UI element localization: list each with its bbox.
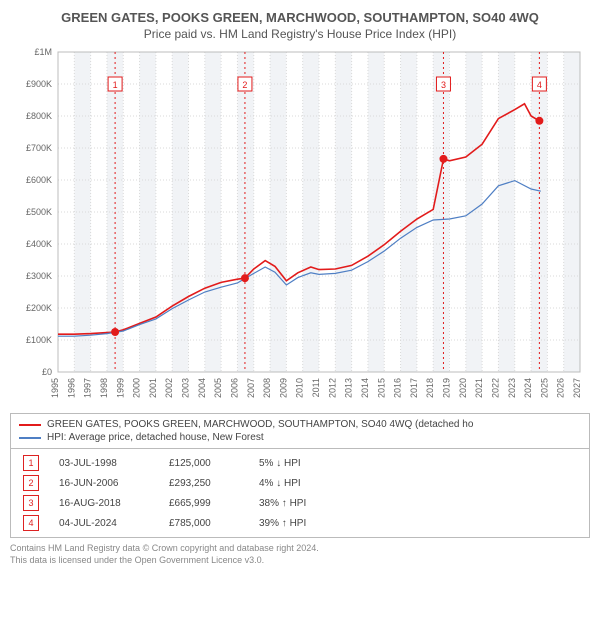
transaction-date: 16-JUN-2006 <box>59 478 149 489</box>
svg-text:2002: 2002 <box>164 378 174 398</box>
transaction-hpi: 5% ↓ HPI <box>259 458 349 469</box>
transaction-badge: 3 <box>23 495 39 511</box>
chart-title: GREEN GATES, POOKS GREEN, MARCHWOOD, SOU… <box>10 10 590 25</box>
svg-text:2027: 2027 <box>572 378 582 398</box>
transaction-date: 03-JUL-1998 <box>59 458 149 469</box>
transaction-hpi: 4% ↓ HPI <box>259 478 349 489</box>
transaction-badge: 2 <box>23 475 39 491</box>
svg-text:2020: 2020 <box>458 378 468 398</box>
svg-text:2005: 2005 <box>213 378 223 398</box>
svg-text:£800K: £800K <box>26 111 52 121</box>
svg-text:2026: 2026 <box>556 378 566 398</box>
transaction-price: £665,999 <box>169 498 239 509</box>
svg-text:1995: 1995 <box>50 378 60 398</box>
svg-text:2: 2 <box>242 80 247 90</box>
svg-text:4: 4 <box>537 80 542 90</box>
svg-text:2013: 2013 <box>344 378 354 398</box>
svg-text:2006: 2006 <box>229 378 239 398</box>
transaction-badge: 4 <box>23 515 39 531</box>
transaction-hpi: 38% ↑ HPI <box>259 498 349 509</box>
svg-text:2016: 2016 <box>393 378 403 398</box>
svg-text:£200K: £200K <box>26 303 52 313</box>
svg-text:1999: 1999 <box>115 378 125 398</box>
svg-text:£1M: £1M <box>34 47 52 57</box>
svg-text:1: 1 <box>113 80 118 90</box>
svg-text:£300K: £300K <box>26 271 52 281</box>
legend-label: GREEN GATES, POOKS GREEN, MARCHWOOD, SOU… <box>47 419 473 430</box>
transaction-row: 3 16-AUG-2018 £665,999 38% ↑ HPI <box>19 493 581 513</box>
legend-item: HPI: Average price, detached house, New … <box>19 431 581 444</box>
transaction-date: 04-JUL-2024 <box>59 518 149 529</box>
svg-text:2010: 2010 <box>295 378 305 398</box>
svg-text:£400K: £400K <box>26 239 52 249</box>
transaction-row: 2 16-JUN-2006 £293,250 4% ↓ HPI <box>19 473 581 493</box>
transaction-date: 16-AUG-2018 <box>59 498 149 509</box>
svg-text:2003: 2003 <box>181 378 191 398</box>
transaction-price: £785,000 <box>169 518 239 529</box>
svg-text:2012: 2012 <box>327 378 337 398</box>
svg-text:2000: 2000 <box>132 378 142 398</box>
transaction-row: 1 03-JUL-1998 £125,000 5% ↓ HPI <box>19 453 581 473</box>
transaction-price: £125,000 <box>169 458 239 469</box>
svg-text:2008: 2008 <box>262 378 272 398</box>
svg-text:2015: 2015 <box>376 378 386 398</box>
legend-swatch <box>19 437 41 439</box>
svg-text:2023: 2023 <box>507 378 517 398</box>
legend: GREEN GATES, POOKS GREEN, MARCHWOOD, SOU… <box>10 413 590 449</box>
svg-text:£900K: £900K <box>26 79 52 89</box>
svg-text:2017: 2017 <box>409 378 419 398</box>
svg-text:1997: 1997 <box>83 378 93 398</box>
transaction-badge: 1 <box>23 455 39 471</box>
svg-text:2022: 2022 <box>490 378 500 398</box>
svg-text:£0: £0 <box>42 367 52 377</box>
legend-item: GREEN GATES, POOKS GREEN, MARCHWOOD, SOU… <box>19 418 581 431</box>
svg-text:2025: 2025 <box>539 378 549 398</box>
legend-label: HPI: Average price, detached house, New … <box>47 432 264 443</box>
svg-text:3: 3 <box>441 80 446 90</box>
chart: £0 £100K £200K £300K £400K £500K £600K £700K £80… <box>10 47 585 407</box>
transaction-hpi: 39% ↑ HPI <box>259 518 349 529</box>
svg-text:2004: 2004 <box>197 378 207 398</box>
transaction-row: 4 04-JUL-2024 £785,000 39% ↑ HPI <box>19 513 581 533</box>
svg-text:£700K: £700K <box>26 143 52 153</box>
attribution-line: This data is licensed under the Open Gov… <box>10 555 590 567</box>
svg-text:£600K: £600K <box>26 175 52 185</box>
svg-text:2007: 2007 <box>246 378 256 398</box>
svg-text:2018: 2018 <box>425 378 435 398</box>
svg-text:2009: 2009 <box>278 378 288 398</box>
svg-text:1996: 1996 <box>66 378 76 398</box>
svg-text:£100K: £100K <box>26 335 52 345</box>
legend-swatch <box>19 424 41 426</box>
svg-text:2014: 2014 <box>360 378 370 398</box>
svg-text:2019: 2019 <box>442 378 452 398</box>
svg-text:2011: 2011 <box>311 378 321 397</box>
chart-subtitle: Price paid vs. HM Land Registry's House … <box>10 27 590 41</box>
svg-text:1998: 1998 <box>99 378 109 398</box>
attribution: Contains HM Land Registry data © Crown c… <box>10 543 590 566</box>
svg-text:£500K: £500K <box>26 207 52 217</box>
attribution-line: Contains HM Land Registry data © Crown c… <box>10 543 590 555</box>
svg-text:2001: 2001 <box>148 378 158 398</box>
transactions-table: 1 03-JUL-1998 £125,000 5% ↓ HPI 2 16-JUN-2006… <box>10 449 590 538</box>
svg-text:2024: 2024 <box>523 378 533 398</box>
transaction-price: £293,250 <box>169 478 239 489</box>
svg-text:2021: 2021 <box>474 378 484 398</box>
